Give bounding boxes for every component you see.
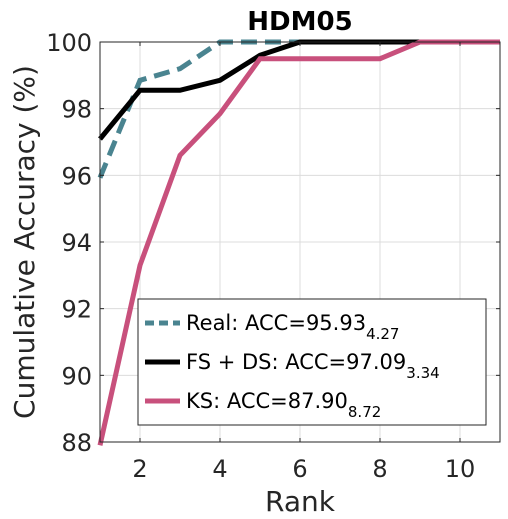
y-tick-label: 96 [61, 162, 92, 190]
x-ticks: 2 4 6 8 10 [132, 42, 475, 483]
chart-title: HDM05 [247, 7, 352, 37]
legend-box [137, 298, 487, 426]
x-tick-label: 8 [372, 455, 387, 483]
y-tick-label: 92 [61, 296, 92, 324]
y-ticks: 88 90 92 94 96 98 100 [46, 29, 500, 457]
x-tick-label: 10 [445, 455, 476, 483]
x-tick-label: 4 [212, 455, 227, 483]
y-tick-label: 94 [61, 229, 92, 257]
x-tick-label: 2 [132, 455, 147, 483]
legend-subscript-1: 4.27 [366, 325, 399, 343]
y-tick-label: 100 [46, 29, 92, 57]
y-tick-label: 88 [61, 429, 92, 457]
legend-subscript-2: 3.34 [406, 364, 439, 382]
y-tick-label: 98 [61, 96, 92, 124]
x-tick-label: 6 [292, 455, 307, 483]
y-tick-label: 90 [61, 362, 92, 390]
x-axis-label: Rank [265, 485, 336, 518]
y-axis-label: Cumulative Accuracy (%) [8, 65, 41, 419]
legend-subscript-3: 8.72 [348, 403, 381, 421]
